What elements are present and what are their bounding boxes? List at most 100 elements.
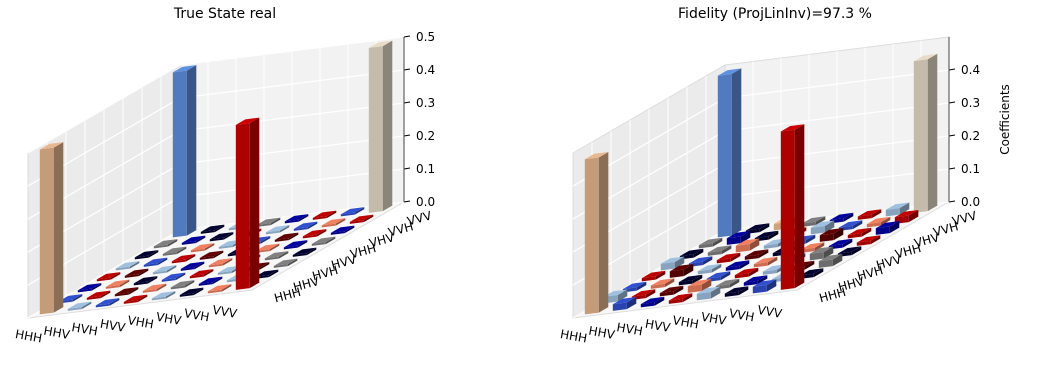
bar-top	[894, 210, 919, 218]
bar-front	[235, 123, 250, 290]
bar-front	[612, 302, 627, 311]
bar-side	[814, 242, 825, 252]
bar-side	[682, 293, 693, 303]
bar-top	[39, 142, 64, 150]
bar-front	[283, 245, 298, 250]
bar-top	[725, 260, 750, 268]
bar-front	[818, 259, 833, 268]
bar	[349, 214, 374, 224]
x-tick-label: HHH	[559, 327, 588, 345]
bar	[678, 274, 703, 286]
x-tick-label: VHV	[700, 310, 728, 328]
bar-top	[171, 254, 196, 262]
bar-front	[716, 258, 731, 264]
bar	[660, 256, 685, 271]
z-tick-label: 0.2	[416, 129, 435, 143]
bar-front	[734, 273, 749, 279]
bar	[650, 278, 675, 289]
bar-front	[293, 227, 308, 231]
bar-top	[818, 254, 843, 262]
bar-side	[758, 249, 769, 259]
bar	[302, 229, 327, 239]
bar-front	[763, 243, 778, 249]
x-tick-label: VHV	[155, 310, 183, 328]
bar-top	[753, 256, 778, 265]
bar-side	[927, 53, 938, 212]
bar-side	[757, 275, 768, 285]
bar	[752, 279, 777, 294]
z-tick	[948, 68, 956, 71]
bar-side	[109, 298, 120, 306]
bar-front	[650, 283, 665, 289]
bar-side	[889, 221, 900, 234]
bar-front	[875, 226, 890, 235]
bar	[284, 214, 309, 224]
bar-top	[726, 231, 751, 239]
bar-top	[687, 279, 712, 287]
bar	[913, 53, 938, 213]
bar	[256, 217, 281, 227]
bar-top	[847, 227, 872, 236]
bar-side	[221, 284, 232, 292]
bar-top	[631, 289, 656, 297]
bar-side	[110, 272, 121, 280]
bar-top	[801, 216, 826, 224]
bar-side	[344, 225, 355, 234]
bar	[819, 228, 844, 242]
bar-top	[724, 286, 749, 294]
z-axis-label: Coefficients	[998, 84, 1012, 155]
bar	[180, 261, 205, 271]
z-tick	[403, 35, 411, 38]
bar-top	[800, 242, 825, 250]
bar-side	[832, 254, 843, 267]
bar	[153, 239, 178, 249]
bar-front	[311, 242, 326, 246]
bar-side	[100, 290, 111, 299]
bar	[847, 227, 872, 239]
bar	[368, 40, 393, 213]
bar-top	[368, 40, 393, 48]
bar-top	[172, 65, 197, 73]
bar-top	[198, 276, 223, 284]
bar-top	[134, 250, 159, 258]
bar-side	[805, 234, 816, 244]
bar	[612, 297, 637, 311]
bar-front	[744, 254, 759, 260]
bar-front	[584, 157, 599, 315]
bar-top	[143, 257, 168, 265]
z-tick	[403, 167, 411, 170]
bar-top	[312, 210, 337, 218]
bar	[340, 207, 365, 217]
bar-top	[67, 301, 92, 309]
bar-side	[382, 40, 393, 212]
grid-line	[179, 102, 405, 132]
bar-front	[752, 285, 767, 294]
bar-side	[204, 243, 215, 251]
bar-top	[77, 283, 102, 291]
z-tick	[403, 101, 411, 104]
bar-side	[655, 270, 666, 280]
bar-side	[767, 256, 778, 266]
bar-front	[913, 59, 928, 213]
x-tick-label: HVH	[71, 320, 99, 338]
bar-top	[744, 249, 769, 257]
bar-front	[151, 296, 166, 301]
bar-side	[824, 220, 835, 233]
x-tick-label: VHH	[672, 313, 700, 331]
bar-top	[105, 279, 130, 287]
bar-top	[209, 232, 234, 240]
bar-side	[138, 268, 149, 277]
grid-line	[724, 135, 950, 165]
bar-top	[819, 228, 844, 236]
bar-side	[148, 250, 159, 258]
bar	[283, 240, 308, 250]
bar	[264, 251, 289, 261]
bar	[114, 287, 139, 297]
bar-top	[321, 218, 346, 226]
bar	[170, 280, 195, 290]
bar-top	[913, 53, 938, 62]
y-tick-label: HVV	[875, 252, 904, 272]
x-tick-label: HHV	[43, 324, 72, 342]
bar	[77, 283, 102, 293]
bar	[199, 250, 224, 260]
